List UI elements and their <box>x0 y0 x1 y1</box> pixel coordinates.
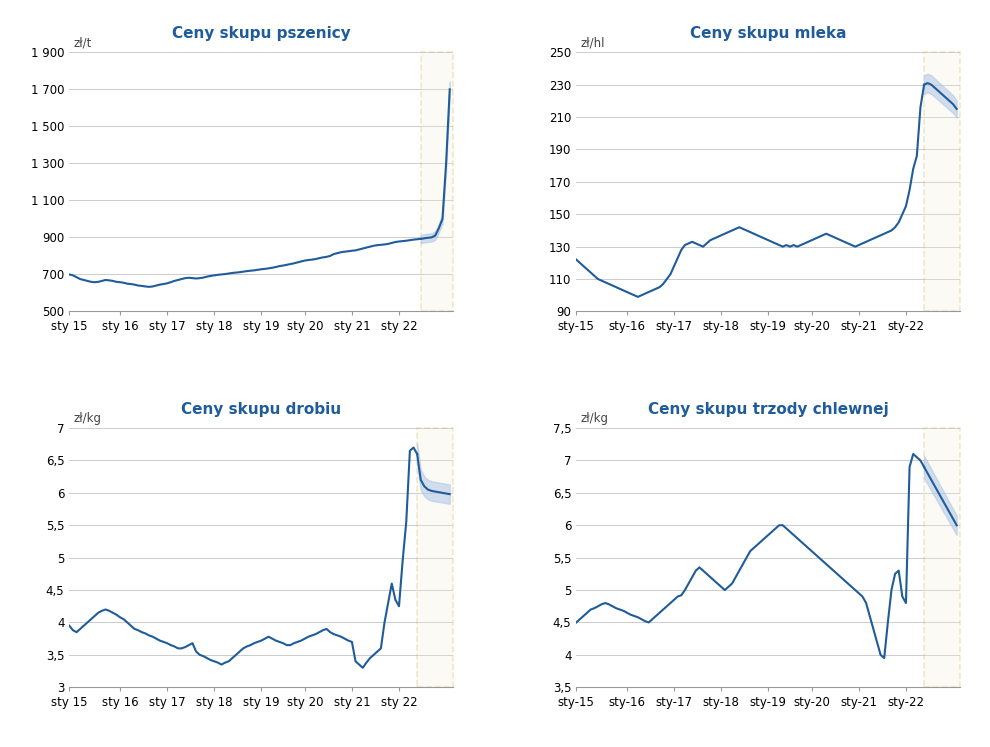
FancyBboxPatch shape <box>924 52 960 311</box>
Text: zł/kg: zł/kg <box>580 412 608 426</box>
Title: Ceny skupu pszenicy: Ceny skupu pszenicy <box>172 26 350 41</box>
FancyBboxPatch shape <box>924 428 960 687</box>
Text: zł/kg: zł/kg <box>73 412 101 426</box>
FancyBboxPatch shape <box>421 52 453 311</box>
Text: zł/t: zł/t <box>73 37 91 50</box>
Title: Ceny skupu mleka: Ceny skupu mleka <box>690 26 846 41</box>
Text: zł/hl: zł/hl <box>580 37 605 50</box>
Title: Ceny skupu drobiu: Ceny skupu drobiu <box>181 402 342 417</box>
FancyBboxPatch shape <box>417 428 453 687</box>
Title: Ceny skupu trzody chlewnej: Ceny skupu trzody chlewnej <box>647 402 889 417</box>
